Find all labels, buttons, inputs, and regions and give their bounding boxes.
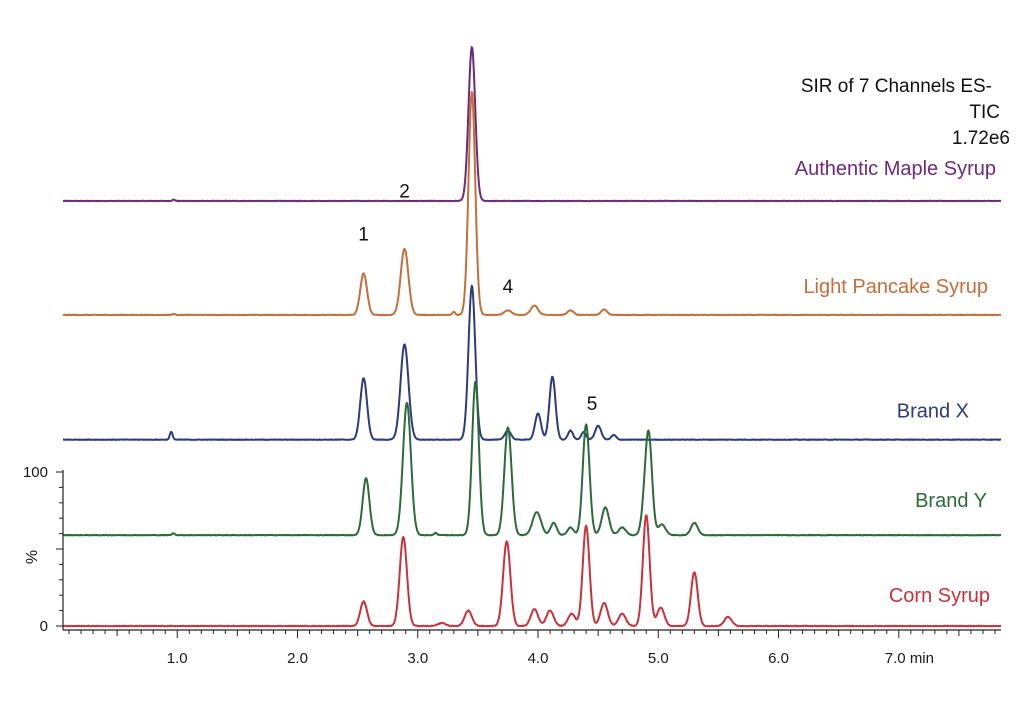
x-tick-label: 1.0 (167, 650, 188, 667)
peak-label-4: 4 (503, 277, 514, 298)
peak-label-5: 5 (587, 394, 598, 415)
x-ticks: 1.0 2.0 3.0 4.0 5.0 6.0 7.0 min (167, 650, 934, 667)
axes-group: 1.0 2.0 3.0 4.0 5.0 6.0 7.0 min 0 100 (23, 464, 1001, 667)
labels-group: Authentic Maple Syrup Light Pancake Syrup… (358, 158, 996, 607)
series-label-brand-y: Brand Y (915, 490, 987, 512)
peak-label-2: 2 (399, 182, 410, 203)
y-ticks: 0 100 (23, 464, 63, 635)
x-tick-label: 3.0 (407, 650, 428, 667)
series-line-light-pancake-syrup (62, 90, 1002, 317)
header-line-1: SIR of 7 Channels ES- (801, 76, 992, 97)
series-label-corn-syrup: Corn Syrup (889, 585, 990, 607)
x-tick-label: 7.0 min (885, 650, 934, 667)
x-tick-label: 2.0 (287, 650, 308, 667)
series-label-brand-x: Brand X (897, 401, 969, 423)
traces-group (62, 46, 1002, 628)
series-label-light-pancake-syrup: Light Pancake Syrup (803, 276, 988, 298)
peak-label-1: 1 (358, 225, 369, 246)
series-line-brand-y (62, 380, 1002, 537)
series-label-authentic-maple-syrup: Authentic Maple Syrup (795, 158, 996, 180)
header-line-2: TIC (969, 102, 1000, 123)
x-tick-label: 5.0 (648, 650, 669, 667)
x-tick-label: 4.0 (528, 650, 549, 667)
x-tick-label: 6.0 (768, 650, 789, 667)
header-line-3: 1.72e6 (952, 128, 1010, 149)
series-line-authentic-maple-syrup (62, 46, 1002, 203)
chart-header: SIR of 7 Channels ES- TIC 1.72e6 (801, 76, 1010, 149)
y-tick-label: 100 (23, 464, 48, 481)
x-minor-ticks (68, 630, 996, 638)
series-line-brand-x (62, 284, 1002, 441)
y-axis-label: % (24, 550, 41, 564)
y-tick-label: 0 (40, 618, 48, 635)
series-line-corn-syrup (62, 514, 1002, 628)
